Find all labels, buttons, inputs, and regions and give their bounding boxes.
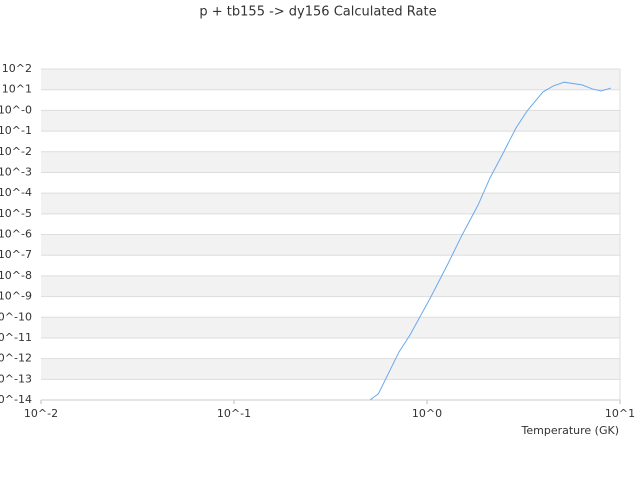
grid-band bbox=[41, 151, 620, 173]
y-tick-label: 10^2 bbox=[2, 62, 32, 75]
grid-band bbox=[41, 193, 620, 214]
grid-band bbox=[41, 69, 620, 90]
y-tick-label: 10^-10 bbox=[0, 310, 32, 323]
y-tick-label: 10^-5 bbox=[0, 207, 32, 220]
y-tick-label: 10^-1 bbox=[0, 124, 32, 137]
y-tick-label: 10^-6 bbox=[0, 228, 32, 241]
y-tick-label: 10^-12 bbox=[0, 352, 32, 365]
x-tick-label: 10^-1 bbox=[217, 407, 251, 420]
y-tick-label: 10^-11 bbox=[0, 331, 32, 344]
y-tick-label: 10^-3 bbox=[0, 165, 32, 178]
x-axis-label: Temperature (GK) bbox=[521, 424, 620, 437]
grid-band bbox=[41, 234, 620, 256]
chart-title: p + tb155 -> dy156 Calculated Rate bbox=[199, 5, 436, 20]
y-tick-label: 10^1 bbox=[2, 83, 32, 96]
x-tick-label: 10^0 bbox=[412, 407, 442, 420]
x-tick-label: 10^1 bbox=[605, 407, 635, 420]
y-tick-label: 10^-2 bbox=[0, 145, 32, 158]
y-tick-label: 10^-14 bbox=[0, 393, 32, 406]
grid-band bbox=[41, 317, 620, 338]
y-tick-label: 10^-13 bbox=[0, 372, 32, 385]
y-tick-label: 10^-4 bbox=[0, 186, 32, 199]
x-tick-label: 10^-2 bbox=[24, 407, 58, 420]
grid-band bbox=[41, 358, 620, 380]
y-tick-label: 10^-8 bbox=[0, 269, 32, 282]
data-line bbox=[369, 81, 612, 401]
grid-band bbox=[41, 110, 620, 132]
y-tick-label: 10^-0 bbox=[0, 103, 32, 116]
y-tick-label: 10^-7 bbox=[0, 248, 32, 261]
grid-band bbox=[41, 275, 620, 297]
y-tick-label: 10^-9 bbox=[0, 290, 32, 303]
